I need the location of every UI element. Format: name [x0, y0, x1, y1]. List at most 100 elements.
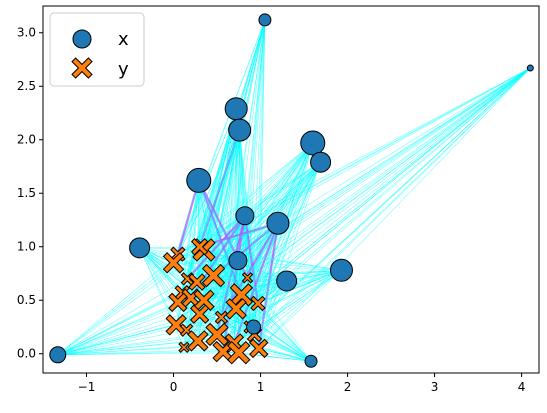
edge-line [57, 352, 239, 356]
edge-line [177, 215, 246, 255]
data-point-x [304, 354, 318, 368]
edge-line [57, 329, 187, 356]
edge-line [139, 247, 187, 331]
data-point-x [300, 130, 326, 156]
edge-line [199, 246, 342, 271]
edge-line [186, 214, 246, 280]
edge-line [258, 348, 312, 362]
y-tick-label: 0.0 [17, 347, 36, 361]
data-point-y [250, 295, 266, 312]
data-point-x [258, 13, 272, 27]
edge-line [203, 249, 342, 271]
edge-line [57, 292, 183, 356]
edge-line [258, 280, 287, 349]
edge-line [177, 253, 312, 362]
edge-line [236, 308, 312, 362]
edge-line [176, 324, 312, 362]
data-point-x [246, 319, 262, 335]
edge-line [139, 247, 185, 348]
edge-line [173, 260, 238, 264]
edge-line [139, 247, 179, 303]
x-tick-label: 3 [431, 380, 439, 394]
data-point-x [310, 151, 332, 173]
edge-line [173, 19, 266, 263]
edge-line [57, 302, 178, 356]
edge-line [203, 161, 321, 251]
edge-line [241, 67, 531, 296]
y-tick-label: 1.0 [17, 240, 36, 254]
data-point-x [329, 258, 353, 282]
edge-line [57, 347, 184, 356]
edge-line [196, 281, 254, 328]
edge-line [203, 142, 313, 251]
ticks-layer: −1 0 1 2 3 4 0.0 0.5 1.0 1.5 2.0 2.5 3.0 [17, 26, 526, 394]
data-point-x [235, 206, 255, 226]
data-point-x [276, 270, 298, 292]
edge-line [173, 222, 279, 264]
data-point-y [201, 263, 226, 288]
data-point-y [214, 310, 229, 325]
edge-line [238, 142, 314, 353]
y-tick-label: 3.0 [17, 26, 36, 40]
y-tick-label: 2.0 [17, 133, 36, 147]
data-point-x [129, 237, 151, 259]
legend-cross-shape [71, 57, 93, 79]
data-point-x [266, 211, 290, 235]
edge-line [258, 67, 531, 349]
edge-line [238, 67, 531, 353]
data-point-y [189, 304, 210, 324]
data-point-y [241, 272, 254, 284]
x-tick-label: 2 [344, 380, 352, 394]
x-tick-label: 4 [518, 380, 526, 394]
data-point-x [526, 64, 534, 72]
legend-label-x: x [118, 29, 129, 50]
edge-line [199, 142, 313, 247]
legend-marker-x [72, 29, 92, 49]
data-point-y [227, 340, 251, 365]
edge-line [187, 222, 279, 280]
edge-line [177, 142, 313, 255]
data-point-y [229, 283, 254, 307]
edge-line [57, 278, 188, 356]
data-point-x [224, 97, 248, 121]
edge-line [177, 253, 342, 271]
edge-line [57, 299, 205, 356]
edge-line [247, 277, 312, 362]
legend-box [49, 12, 145, 87]
data-point-y [193, 289, 215, 311]
data-point-x [228, 118, 252, 142]
edge-line [254, 223, 279, 335]
x-tick-label: 0 [170, 380, 178, 394]
edge-line [173, 262, 342, 271]
edge-line [57, 254, 179, 356]
y-tick-label: 0.5 [17, 293, 36, 307]
edge-line [249, 142, 314, 328]
edge-line [203, 67, 531, 251]
edge-line [190, 67, 531, 299]
edge-line [216, 67, 531, 335]
data-point-y [225, 298, 247, 320]
data-point-y [168, 292, 188, 313]
data-point-y [188, 273, 206, 291]
edge-line [139, 247, 177, 325]
edge-line [254, 334, 312, 362]
edge-line [222, 67, 531, 352]
edge-line [57, 324, 177, 356]
y-tick-label: 1.5 [17, 186, 36, 200]
edge-line [203, 142, 314, 301]
x-tick-label: −1 [78, 380, 96, 394]
edge-line [238, 280, 287, 353]
legend-marker-y [71, 57, 93, 79]
data-point-x [186, 167, 212, 193]
x-tick-label: 1 [257, 380, 265, 394]
edge-line [216, 270, 342, 335]
legend-label-y: y [118, 59, 129, 80]
data-point-x [228, 251, 248, 271]
data-point-x [49, 346, 67, 364]
data-point-y [249, 338, 269, 359]
edge-line [249, 326, 312, 362]
edge-line [57, 334, 218, 356]
data-point-y [162, 252, 185, 274]
